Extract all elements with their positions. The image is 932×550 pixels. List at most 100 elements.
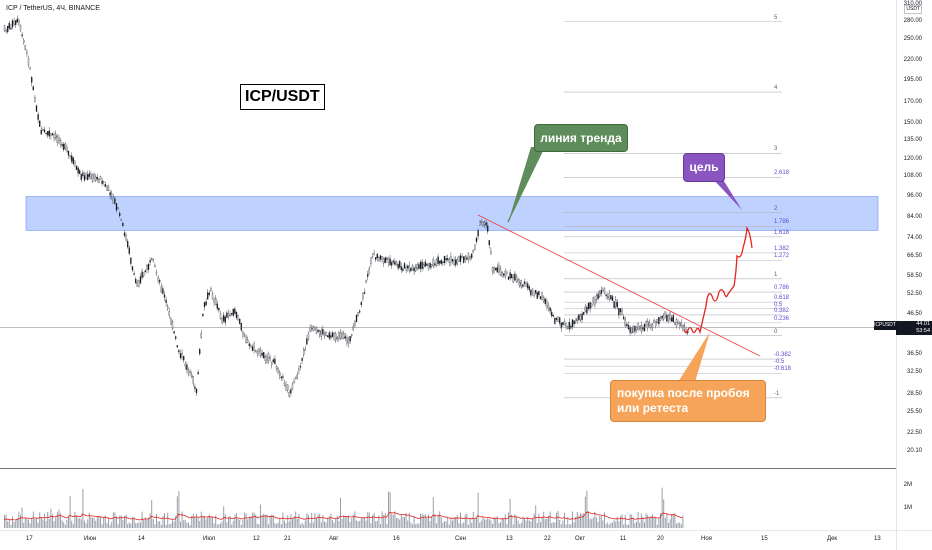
volume-bar [108, 518, 109, 528]
candle-body [197, 372, 199, 375]
volume-bar [554, 522, 556, 528]
volume-bar [439, 511, 441, 528]
volume-bar [24, 517, 26, 528]
time-tick-label: Авг [329, 536, 339, 542]
candle-body [491, 267, 494, 272]
volume-bar [48, 518, 50, 528]
buy-callout[interactable]: покупка после пробоя или ретеста [610, 380, 766, 422]
candle-body [603, 287, 606, 294]
trend-line[interactable] [477, 214, 761, 357]
candle-body [359, 310, 361, 313]
volume-bar [578, 515, 580, 528]
candle-body [371, 256, 374, 259]
volume-bar [546, 518, 548, 528]
volume-bar [613, 519, 615, 528]
candle-body [43, 129, 46, 133]
trend-line-callout[interactable]: линия тренда [534, 124, 628, 152]
candle-body [77, 167, 79, 174]
volume-bar [301, 522, 303, 528]
volume-bar [383, 514, 385, 528]
candle-body [338, 332, 340, 340]
candle-body [216, 303, 218, 309]
price-tick-label: 46.50 [906, 310, 922, 317]
candle-body [133, 273, 135, 275]
volume-bar [421, 513, 423, 528]
candle-body [445, 258, 447, 261]
candle-body [171, 321, 174, 329]
candle-body [530, 290, 532, 296]
price-axis[interactable]: 310.00 280.00 250.00 220.00 195.00 170.00 150.… [896, 0, 932, 550]
volume-bar [648, 517, 650, 528]
volume-bar [317, 514, 319, 528]
candle-body [56, 135, 58, 143]
candle-body [375, 257, 377, 260]
candle-body [367, 274, 369, 277]
time-tick-label: 13 [506, 536, 513, 542]
volume-bar [655, 517, 657, 528]
candle-body [539, 296, 542, 300]
volume-bar [127, 523, 129, 528]
candle-body [192, 376, 194, 384]
volume-bar [580, 513, 581, 528]
candle-body [91, 174, 94, 182]
candle-body [40, 129, 42, 135]
candle-body [368, 268, 370, 275]
volume-bar [328, 516, 330, 528]
candle-body [429, 262, 431, 268]
volume-bar [29, 523, 31, 528]
candle-body [264, 356, 266, 361]
volume-bar [164, 513, 165, 528]
candle-body [383, 258, 385, 264]
volume-bar [104, 515, 106, 528]
volume-bar [384, 513, 386, 528]
volume-bar [568, 524, 570, 528]
candle-body [170, 318, 172, 325]
candle-body [557, 316, 559, 322]
volume-bar [333, 522, 335, 528]
volume-bar [423, 515, 425, 528]
volume-bar [71, 520, 73, 528]
candle-body [386, 258, 388, 260]
candle-body [379, 255, 382, 260]
fib-level-label: 0.5 [774, 301, 783, 308]
volume-bar [548, 516, 549, 528]
volume-bar [248, 516, 250, 528]
candle-body [74, 160, 76, 166]
volume-bar [564, 512, 565, 528]
candle-body [189, 371, 191, 373]
candle-body [315, 326, 318, 334]
volume-bar [45, 520, 47, 528]
volume-bar [373, 513, 375, 528]
candle-body [311, 327, 313, 330]
volume-bar [589, 518, 591, 528]
volume-bar [13, 521, 15, 528]
volume-bar [90, 516, 92, 528]
volume-bar [138, 522, 140, 528]
candle-body [325, 331, 327, 337]
volume-bar [234, 514, 236, 528]
volume-bar [215, 515, 217, 528]
volume-bar [484, 519, 485, 528]
candle-body [157, 277, 159, 281]
volume-bar [63, 522, 65, 528]
volume-bar [311, 512, 313, 528]
time-tick-label: 15 [761, 536, 768, 542]
candle-body [95, 176, 97, 181]
candle-body [290, 389, 292, 394]
candle-body [10, 27, 12, 30]
candle-body [269, 357, 271, 359]
candle-body [250, 345, 252, 347]
candle-body [426, 263, 428, 266]
target-callout[interactable]: цель [683, 153, 725, 182]
currency-tag[interactable]: USDT [904, 5, 922, 14]
candle-body [79, 170, 81, 175]
candle-body [261, 353, 263, 356]
candle-body [67, 150, 70, 156]
volume-bar [5, 514, 7, 528]
candle-body [288, 392, 290, 397]
candle-body [459, 255, 462, 262]
candle-body [482, 220, 484, 226]
volume-bar [365, 520, 367, 528]
candle-body [602, 289, 604, 292]
